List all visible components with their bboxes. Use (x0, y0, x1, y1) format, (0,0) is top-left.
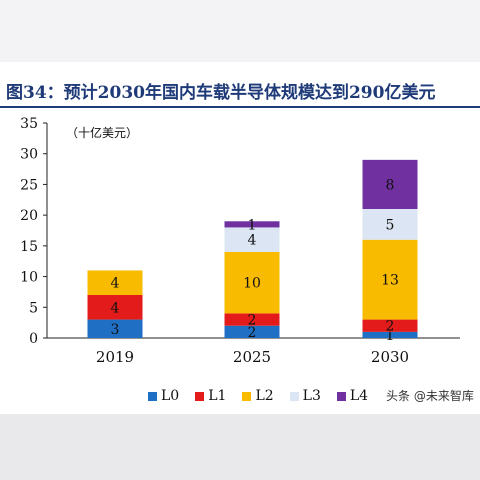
legend-swatch (289, 391, 299, 401)
y-tick-label: 25 (20, 177, 38, 193)
bar-segment-l2-2030 (362, 239, 418, 320)
data-label-l3-2030: 5 (386, 217, 395, 233)
x-tick-label-2030: 2030 (371, 348, 409, 366)
legend-swatch (336, 391, 346, 401)
data-label-l4-2025: 1 (248, 217, 257, 233)
bar-segment-l1-2019 (87, 295, 143, 320)
data-label-l0-2025: 2 (248, 325, 257, 341)
y-tick-label: 20 (20, 208, 38, 224)
data-label-l0-2030: 1 (386, 328, 395, 344)
y-tick-label: 5 (29, 300, 38, 316)
stacked-bar-chart: 05101520253035（十亿美元）34420192210412025121… (20, 116, 460, 366)
chart-legend: L0 L1 L2 L3 L4 (148, 387, 384, 405)
y-tick-label: 35 (20, 116, 38, 132)
y-unit-label: （十亿美元） (66, 125, 138, 140)
data-label-l3-2025: 4 (248, 233, 257, 249)
data-label-l2-2030: 13 (381, 273, 399, 289)
legend-label: L3 (302, 388, 321, 404)
bar-segment-l0-2030 (362, 331, 418, 338)
title-underline (0, 106, 480, 108)
watermark: 头条 @未来智库 (386, 389, 474, 403)
legend-item-l2: L2 (242, 388, 274, 404)
data-label-l1-2030: 2 (386, 319, 395, 335)
chart-title: 图34：预计2030年国内车载半导体规模达到290亿美元 (6, 83, 436, 103)
legend-label: L4 (349, 388, 369, 404)
bar-segment-l4-2030 (362, 159, 418, 209)
legend-swatch (148, 391, 157, 401)
legend-item-l4: L4 (336, 388, 369, 404)
top-blur-band (0, 0, 480, 62)
chart-card: 图34：预计2030年国内车载半导体规模达到290亿美元 0 5 10 15 20 25 3… (0, 62, 480, 414)
legend-item-l0: L0 (148, 388, 179, 404)
data-label-l1-2025: 2 (248, 313, 257, 329)
legend-label: L2 (255, 388, 274, 404)
bar-segment-l2-2025 (224, 252, 280, 314)
legend-item-l1: L1 (195, 388, 226, 404)
data-label-l4-2030: 8 (386, 177, 395, 193)
data-label-l0-2019: 3 (111, 322, 120, 338)
bar-segment-l3-2025 (224, 227, 280, 252)
legend-swatch (242, 391, 252, 401)
legend-item-l3: L3 (289, 388, 321, 404)
data-label-l2-2019: 4 (111, 276, 120, 292)
bar-segment-l1-2030 (362, 319, 418, 332)
bar-segment-l0-2019 (87, 319, 143, 338)
bar-segment-l2-2019 (87, 270, 143, 295)
x-tick-label-2019: 2019 (96, 348, 134, 366)
y-tick-label: 15 (20, 239, 38, 255)
bottom-blur-band (0, 414, 480, 480)
y-tick-label: 10 (20, 270, 38, 286)
legend-label: L1 (208, 388, 227, 404)
legend-swatch (195, 391, 205, 401)
bar-segment-l3-2030 (362, 209, 418, 240)
y-tick-label: 30 (20, 147, 38, 163)
bar-segment-l0-2025 (224, 325, 280, 338)
data-label-l1-2019: 4 (111, 300, 120, 316)
x-tick-label-2025: 2025 (233, 348, 271, 366)
legend-label: L0 (161, 388, 180, 404)
bar-segment-l4-2025 (224, 221, 280, 228)
data-label-l2-2025: 10 (243, 276, 261, 292)
bar-segment-l1-2025 (224, 313, 280, 326)
y-tick-label: 0 (29, 331, 38, 347)
